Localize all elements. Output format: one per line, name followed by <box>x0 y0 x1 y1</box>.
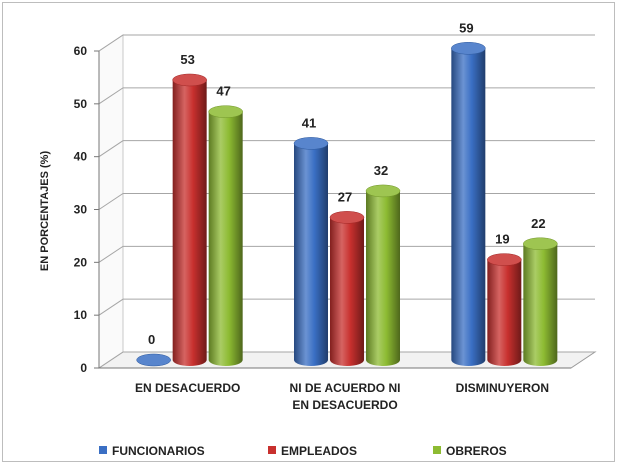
gridline <box>98 140 595 158</box>
data-label: 59 <box>459 20 473 35</box>
data-label: 0 <box>148 332 155 347</box>
bar <box>523 237 558 366</box>
category-label: NI DE ACUERDO NI <box>290 381 401 395</box>
legend-item: FUNCIONARIOS <box>99 444 205 458</box>
bar-body <box>208 111 243 366</box>
y-tick-label: 10 <box>74 308 88 322</box>
legend-item: OBREROS <box>433 444 507 458</box>
legend-label: FUNCIONARIOS <box>112 444 205 458</box>
bar-body <box>330 217 364 366</box>
data-label: 47 <box>216 84 230 99</box>
bar <box>208 105 243 366</box>
legend-item: EMPLEADOS <box>268 444 357 458</box>
bars <box>136 42 558 367</box>
legend-swatch <box>433 446 441 454</box>
y-tick-label: 40 <box>74 150 88 164</box>
bar-top <box>365 184 401 198</box>
data-label: 19 <box>495 232 509 247</box>
category-label: DISMINUYERON <box>456 381 549 395</box>
bar-top <box>523 237 558 251</box>
bar-top <box>451 42 486 55</box>
bar-top <box>487 253 522 266</box>
bar-top <box>208 105 243 118</box>
legend-swatch <box>99 446 107 454</box>
data-label: 27 <box>338 189 352 204</box>
legend-label: EMPLEADOS <box>281 444 357 458</box>
category-label: EN DESACUERDO <box>135 381 240 395</box>
gridline <box>98 193 595 210</box>
gridline <box>98 351 595 369</box>
y-tick-label: 30 <box>74 203 88 217</box>
y-tick-labels: 0 10 20 30 40 50 60 <box>74 44 88 375</box>
data-label: 53 <box>180 52 194 67</box>
gridline <box>98 245 595 263</box>
chart-frame: 0 10 20 30 40 50 60 0 53 47 41 27 32 59 19 22 EN DESAC… <box>2 2 615 462</box>
data-label: 41 <box>302 115 316 130</box>
bar-body <box>294 143 328 366</box>
bar-chart: 0 10 20 30 40 50 60 0 53 47 41 27 32 59 19 22 EN DESAC… <box>39 20 597 458</box>
bar-body <box>366 190 400 366</box>
bar-top <box>172 73 207 87</box>
y-axis-title: EN PORCENTAJES (%) <box>39 151 51 272</box>
y-tick-label: 0 <box>80 361 87 375</box>
bar-body <box>523 243 558 366</box>
bar <box>451 42 486 367</box>
bar <box>329 211 365 366</box>
data-label: 32 <box>374 163 388 178</box>
legend-swatch <box>268 446 276 454</box>
bar <box>172 73 207 366</box>
gridlines <box>98 34 595 369</box>
gridline <box>98 298 595 316</box>
gridline <box>98 87 595 105</box>
y-tick-label: 20 <box>74 255 88 269</box>
category-labels: EN DESACUERDO NI DE ACUERDO NI EN DESACUER… <box>135 381 549 412</box>
bar-body <box>172 79 207 366</box>
y-tick-label: 60 <box>74 44 88 58</box>
axes <box>94 50 571 369</box>
bar-body <box>451 48 486 367</box>
legend: FUNCIONARIOS EMPLEADOS OBREROS <box>99 444 507 458</box>
bar-top <box>136 353 171 367</box>
bar <box>293 137 329 366</box>
category-label: EN DESACUERDO <box>292 398 397 412</box>
y-tick-label: 50 <box>74 97 88 111</box>
bar <box>136 353 171 367</box>
bar-top <box>293 137 329 150</box>
bar <box>365 184 401 366</box>
data-labels: 0 53 47 41 27 32 59 19 22 <box>148 20 546 347</box>
gridline <box>98 34 595 52</box>
bar-top <box>329 211 365 224</box>
bar <box>487 253 522 366</box>
data-label: 22 <box>531 216 545 231</box>
bar-body <box>487 259 522 366</box>
legend-label: OBREROS <box>446 444 507 458</box>
